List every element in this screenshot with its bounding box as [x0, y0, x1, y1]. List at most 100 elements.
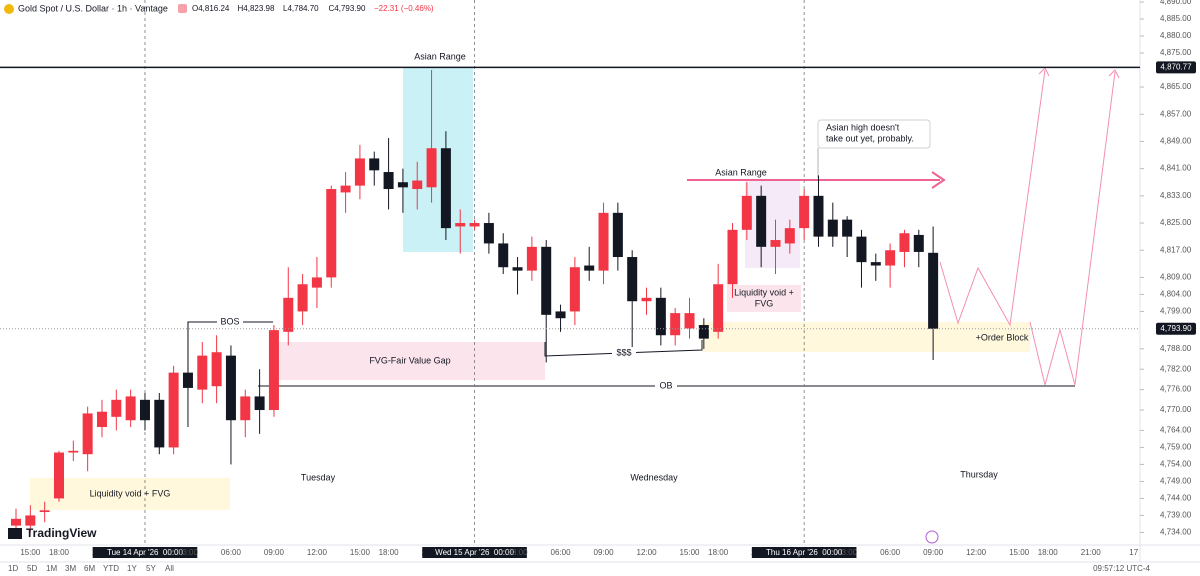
candle-body	[856, 236, 867, 263]
candle-body	[555, 311, 566, 319]
day-label: Tuesday	[301, 472, 336, 482]
candle-body	[598, 212, 609, 271]
day-label: Wednesday	[630, 472, 678, 482]
x-tick-label: 12:00	[307, 548, 328, 557]
candle-body	[913, 234, 924, 252]
candle-body	[741, 195, 752, 230]
legend-value: O4,816.24	[192, 4, 230, 13]
callout-text: Asian high doesn't	[826, 122, 900, 132]
projection-path	[1029, 71, 1116, 386]
y-tick-label: 4,739.00	[1160, 511, 1192, 520]
x-tick-label: 17	[1129, 548, 1138, 557]
x-tick-label: 12:00	[966, 548, 987, 557]
annotation: BOS	[220, 316, 239, 326]
x-label-bg	[422, 547, 527, 558]
clock: 09:57:12 UTC-4	[1093, 564, 1150, 573]
candle-body	[885, 250, 896, 266]
candle-body	[311, 277, 322, 288]
candle-body	[426, 148, 437, 188]
alert-icon[interactable]	[925, 530, 939, 544]
annotation: +Order Block	[976, 332, 1029, 342]
symbol-icon	[4, 4, 14, 14]
x-tick-label: Wed 15 Apr '26 00:00	[435, 548, 514, 557]
legend-value: L4,784.70	[283, 4, 319, 13]
fvg-zone	[279, 342, 545, 380]
candle-body	[440, 148, 451, 229]
candle-body	[225, 355, 236, 421]
period-button[interactable]: 5Y	[146, 564, 156, 573]
candle-body	[498, 243, 509, 268]
candle-body	[354, 158, 365, 186]
y-tick-label: 4,788.00	[1160, 344, 1192, 353]
y-tick-label: 4,782.00	[1160, 364, 1192, 373]
x-tick-label: 18:00	[379, 548, 400, 557]
chart-title[interactable]: Gold Spot / U.S. Dollar · 1h · Vantage	[18, 3, 168, 13]
x-tick-label: 09:00	[923, 548, 944, 557]
candle-body	[326, 189, 337, 278]
x-tick-label: 03:00	[837, 548, 858, 557]
x-tick-label: 15:00	[20, 548, 41, 557]
candle-body	[268, 330, 279, 411]
annotation: $$$	[616, 347, 631, 357]
annotation: FVG	[755, 298, 774, 308]
candle-body	[154, 399, 165, 448]
y-tick-label: 4,875.00	[1160, 48, 1192, 57]
candle-body	[397, 182, 408, 188]
y-tick-label: 4,833.00	[1160, 191, 1192, 200]
candle-body	[340, 185, 351, 193]
annotation: Liquidity void + FVG	[90, 488, 171, 498]
x-tick-label: 18:00	[49, 548, 70, 557]
candle-body	[39, 510, 50, 513]
y-tick-label: 4,734.00	[1160, 528, 1192, 537]
price-label: 4,870.77	[1160, 63, 1192, 72]
candle-body	[412, 180, 423, 190]
y-tick-label: 4,849.00	[1160, 137, 1192, 146]
candle-body	[612, 212, 623, 258]
y-tick-label: 4,890.00	[1160, 0, 1192, 6]
period-button[interactable]: 1Y	[127, 564, 137, 573]
y-tick-label: 4,770.00	[1160, 405, 1192, 414]
candle-body	[541, 246, 552, 315]
candle-body	[842, 219, 853, 237]
x-tick-label: 18:00	[1038, 548, 1059, 557]
label-bg	[217, 316, 243, 328]
annotation: OB	[659, 380, 672, 390]
period-button[interactable]: 6M	[84, 564, 95, 573]
arrow-head	[931, 171, 946, 189]
period-button[interactable]: 1D	[8, 564, 18, 573]
x-tick-label: 09:00	[594, 548, 615, 557]
price-axis	[1140, 0, 1200, 562]
callout-text: take out yet, probably.	[826, 133, 914, 143]
candle-body	[111, 399, 122, 417]
x-tick-label: 15:00	[679, 548, 700, 557]
candle-body	[240, 396, 251, 421]
header-icon[interactable]	[178, 4, 187, 13]
period-button[interactable]: 5D	[27, 564, 37, 573]
x-tick-label: 06:00	[880, 548, 901, 557]
annotation: Asian Range	[715, 167, 767, 177]
candle-body	[197, 355, 208, 390]
candle-body	[784, 228, 795, 244]
period-button[interactable]: 1M	[46, 564, 57, 573]
toolbar: 1D 5D 1M 3M 6M YTD 1Y 5Y All	[8, 564, 174, 573]
liquidity-void-zone	[727, 285, 801, 312]
candle-body	[899, 233, 910, 252]
y-tick-label: 4,764.00	[1160, 426, 1192, 435]
candle-body	[11, 518, 21, 526]
candle-body	[369, 158, 380, 171]
y-tick-label: 4,749.00	[1160, 477, 1192, 486]
x-tick-label: 15:00	[350, 548, 371, 557]
candle-body	[211, 352, 222, 387]
y-tick-label: 4,841.00	[1160, 164, 1192, 173]
candle-body	[627, 257, 638, 302]
candle-body	[727, 229, 738, 285]
order-block-zone	[702, 322, 1030, 352]
price-label: 4,793.90	[1160, 324, 1192, 333]
period-button[interactable]: YTD	[103, 564, 119, 573]
legend-value: H4,823.98	[238, 4, 275, 13]
period-button[interactable]: 3M	[65, 564, 76, 573]
period-button[interactable]: All	[165, 564, 174, 573]
candle-body	[813, 195, 824, 237]
candles	[11, 0, 939, 545]
candle-body	[512, 267, 523, 271]
